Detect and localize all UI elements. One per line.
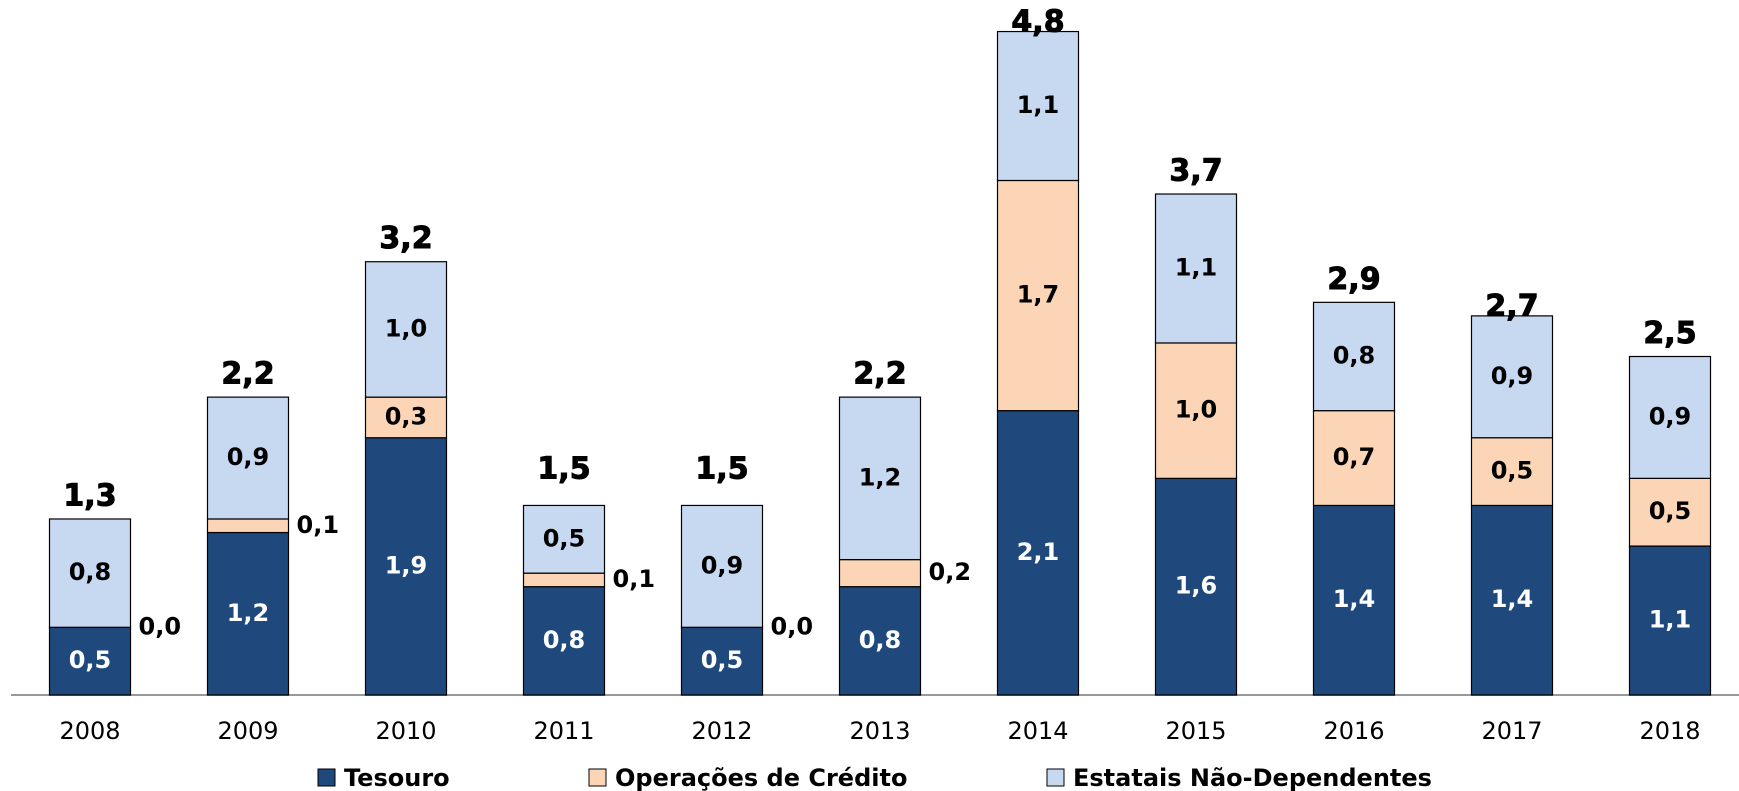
- bar-segment: [1628, 545, 1712, 696]
- bar-segment: [996, 410, 1080, 696]
- x-tick-label: 2009: [217, 717, 278, 745]
- value-label: 0,2: [929, 558, 972, 586]
- legend-label: Operações de Crédito: [615, 764, 907, 791]
- value-label: 1,1: [1649, 606, 1692, 634]
- bar-segment: [1312, 504, 1396, 696]
- value-label: 1,9: [385, 551, 428, 579]
- bar-segment: [1154, 193, 1238, 344]
- legend-label: Estatais Não-Dependentes: [1073, 764, 1432, 791]
- value-label: 0,8: [69, 558, 112, 586]
- bar-segment: [1154, 342, 1238, 479]
- value-label: 0,0: [139, 612, 182, 640]
- bar-segment: [522, 504, 606, 574]
- total-label: 2,9: [1327, 262, 1380, 297]
- total-label: 1,5: [695, 451, 748, 486]
- value-label: 1,0: [1175, 396, 1218, 424]
- value-label: 1,1: [1017, 91, 1060, 119]
- bar-segment: [1470, 437, 1554, 507]
- bar-segment: [680, 504, 764, 628]
- legend-swatch: [317, 768, 336, 787]
- bar-segment: [1628, 477, 1712, 547]
- bar-segment: [364, 437, 448, 696]
- bar-segment: [1628, 355, 1712, 479]
- bar-segment: [1470, 504, 1554, 696]
- total-label: 3,7: [1169, 154, 1222, 189]
- x-tick-label: 2018: [1639, 717, 1700, 745]
- x-tick-label: 2010: [375, 717, 436, 745]
- total-label: 4,8: [1011, 5, 1064, 40]
- bar-segment: [838, 586, 922, 696]
- value-label: 1,1: [1175, 253, 1218, 281]
- value-label: 2,1: [1017, 538, 1060, 566]
- value-label: 1,2: [227, 599, 270, 627]
- value-label: 1,0: [385, 314, 428, 342]
- bar-segment: [996, 30, 1080, 182]
- x-tick-label: 2014: [1007, 717, 1068, 745]
- bar-segment: [206, 396, 290, 520]
- value-label: 0,9: [1649, 402, 1692, 430]
- bar-segment: [364, 261, 448, 398]
- value-label: 0,8: [543, 626, 586, 654]
- value-label: 1,2: [859, 463, 902, 491]
- x-tick-label: 2008: [59, 717, 120, 745]
- value-label: 0,8: [859, 626, 902, 654]
- bar-segment: [48, 626, 132, 696]
- value-label: 0,5: [701, 646, 744, 674]
- total-label: 2,2: [221, 357, 274, 392]
- bar-segment: [680, 626, 764, 696]
- bar-segment: [1312, 301, 1396, 412]
- bar-segment: [996, 179, 1080, 412]
- bar-segment: [838, 558, 922, 588]
- value-label: 0,1: [297, 511, 340, 539]
- total-label: 1,5: [537, 451, 590, 486]
- value-label: 0,5: [69, 646, 112, 674]
- x-tick-label: 2013: [849, 717, 910, 745]
- value-label: 0,5: [1491, 457, 1534, 485]
- bar-segment: [522, 586, 606, 696]
- value-label: 0,7: [1333, 443, 1376, 471]
- total-label: 2,2: [853, 357, 906, 392]
- bar-segment: [206, 531, 290, 696]
- bar-segment: [364, 396, 448, 439]
- total-label: 2,5: [1643, 316, 1696, 351]
- bar-segment: [838, 396, 922, 561]
- value-label: 1,6: [1175, 572, 1218, 600]
- x-tick-label: 2015: [1165, 717, 1226, 745]
- value-label: 1,4: [1333, 585, 1376, 613]
- bar-segment: [1470, 315, 1554, 439]
- value-label: 0,5: [1649, 497, 1692, 525]
- bar-segment: [206, 518, 290, 534]
- value-label: 1,7: [1017, 281, 1060, 309]
- value-label: 0,3: [385, 402, 428, 430]
- x-tick-label: 2011: [533, 717, 594, 745]
- value-label: 0,5: [543, 524, 586, 552]
- value-label: 0,9: [701, 551, 744, 579]
- x-tick-label: 2017: [1481, 717, 1542, 745]
- value-label: 0,1: [613, 565, 656, 593]
- legend-swatch: [588, 768, 607, 787]
- bar-segment: [522, 572, 606, 588]
- value-label: 1,4: [1491, 585, 1534, 613]
- bar-segment: [48, 518, 132, 628]
- total-label: 1,3: [63, 478, 116, 513]
- value-label: 0,9: [1491, 362, 1534, 390]
- legend-swatch: [1046, 768, 1065, 787]
- value-label: 0,8: [1333, 342, 1376, 370]
- total-label: 3,2: [379, 221, 432, 256]
- x-tick-label: 2012: [691, 717, 752, 745]
- value-label: 0,0: [771, 612, 814, 640]
- bar-segment: [1154, 477, 1238, 696]
- x-tick-label: 2016: [1323, 717, 1384, 745]
- total-label: 2,7: [1485, 289, 1538, 324]
- value-label: 0,9: [227, 443, 270, 471]
- legend-label: Tesouro: [344, 764, 450, 791]
